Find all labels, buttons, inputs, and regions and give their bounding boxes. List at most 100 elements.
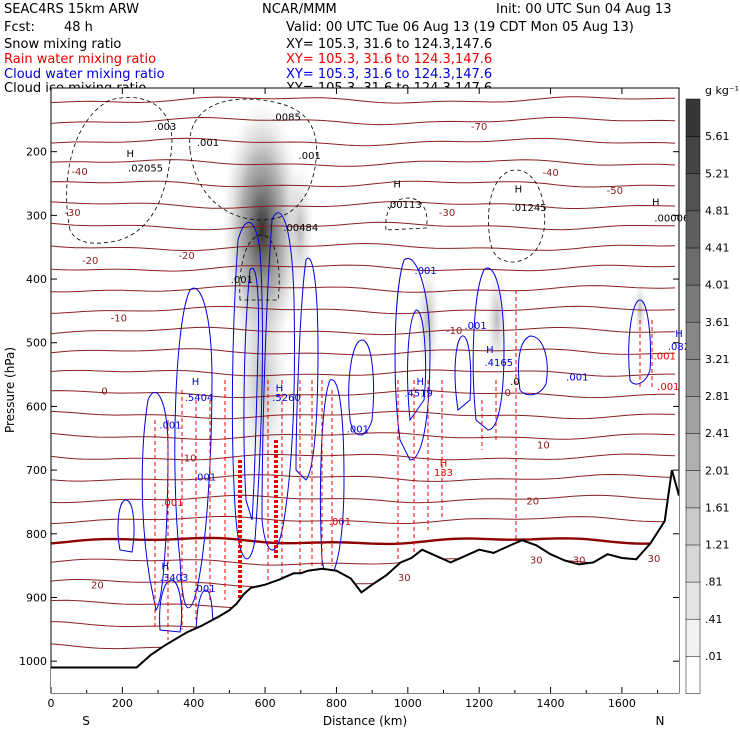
snow-contour: [488, 169, 546, 263]
colorbar-swatch: [685, 507, 701, 546]
isotherm-label: 0: [101, 387, 107, 398]
forecast-hours: 48 h: [64, 20, 93, 35]
x-end-left: S: [82, 714, 90, 728]
mixing-ratio-label: .001: [415, 266, 437, 277]
isotherm-label: 20: [526, 497, 539, 508]
colorbar-label: .41: [705, 613, 723, 626]
cloud-water-contour: [517, 335, 548, 396]
colorbar-label: 1.21: [705, 539, 730, 552]
colorbar-swatch: [685, 98, 701, 137]
isotherm-label: -30: [64, 208, 80, 219]
colorbar-unit: g kg⁻¹: [705, 84, 739, 97]
mixing-ratio-label: H: [126, 149, 134, 160]
colorbar-label: 5.61: [705, 130, 730, 143]
field-name-cloud-water: Cloud water mixing ratio: [4, 67, 165, 82]
cloud-water-contour: [231, 221, 263, 560]
mixing-ratio-label: .001: [159, 420, 181, 431]
y-tick-label: 400: [26, 273, 47, 286]
snow-contour: [189, 98, 317, 221]
mixing-ratio-label: .4165: [484, 358, 513, 369]
colorbar-label: 4.81: [705, 204, 730, 217]
mixing-ratio-label: .001: [347, 425, 369, 436]
isotherm: [51, 264, 676, 272]
colorbar-swatch: [685, 395, 701, 434]
mixing-ratio-label: H: [652, 197, 660, 208]
cloud-water-contour: [472, 267, 505, 431]
mixing-ratio-label: H: [675, 329, 683, 340]
ice-plume-2: [286, 160, 314, 300]
isotherm-label: -50: [607, 186, 623, 197]
isotherm-label: -30: [439, 208, 455, 219]
isotherm: [51, 242, 676, 252]
colorbar-swatch: [685, 135, 701, 174]
mixing-ratio-label: 133: [434, 468, 453, 479]
colorbar-label: 4.01: [705, 279, 730, 292]
colorbar-swatch: [685, 618, 701, 657]
snow-ice-contours: [66, 97, 546, 301]
rain-contours: [154, 290, 653, 640]
cloud-water-contour: [295, 257, 319, 481]
isotherm: [51, 221, 676, 231]
isotherm-label: -20: [178, 251, 194, 262]
mixing-ratio-label: .001: [193, 584, 215, 595]
colorbar-label: 2.01: [705, 464, 730, 477]
colorbar-swatch: [685, 210, 701, 249]
x-tick-label: 1400: [537, 697, 565, 710]
colorbar-swatch: [685, 358, 701, 397]
contour-labels: -70 -50 -40 -40 -30 -30 -20 -20 -10 -10 0 0 10 10 20 20…: [64, 113, 690, 595]
y-tick-label: 600: [26, 400, 47, 413]
isotherm: [51, 159, 676, 167]
isotherm-label: -70: [471, 122, 487, 133]
mixing-ratio-label: .01245: [512, 203, 547, 214]
cloud-water-contour: [141, 392, 169, 612]
mixing-ratio-label: H: [486, 345, 494, 356]
isotherm-label: 20: [91, 581, 104, 592]
x-tick-label: 0: [48, 697, 55, 710]
org-label: NCAR/MMM: [262, 2, 337, 17]
mixing-ratio-label: .00113: [387, 200, 422, 211]
isotherm-label: 10: [184, 453, 197, 464]
ice-plume-4: [486, 265, 508, 375]
isotherm: [51, 305, 676, 315]
y-tick-label: 200: [26, 146, 47, 159]
field-xy-snow: XY= 105.3, 31.6 to 124.3,147.6: [286, 37, 493, 52]
mixing-ratio-label: .001: [161, 498, 183, 509]
x-axis-ticks: 0 200 400 600 800 1000 1200 1400 1600: [48, 88, 659, 710]
colorbar-label: 2.81: [705, 390, 730, 403]
isotherm: [51, 201, 676, 209]
x-tick-label: 1000: [394, 697, 422, 710]
mixing-ratio-label: .4519: [404, 388, 433, 399]
mixing-ratio-label: .001: [197, 138, 219, 149]
mixing-ratio-label: H: [393, 180, 401, 191]
mixing-ratio-label: .001: [194, 472, 216, 483]
y-tick-label: 1000: [19, 655, 47, 668]
isotherm: [51, 369, 675, 377]
mixing-ratio-label: .082: [668, 342, 690, 353]
colorbar-swatch: [685, 247, 701, 286]
x-tick-label: 200: [112, 697, 133, 710]
isotherm-label: -40: [71, 167, 87, 178]
cloud-water-contour: [394, 257, 431, 461]
cloud-water-contour: [348, 339, 374, 436]
field-name-rain: Rain water mixing ratio: [4, 52, 157, 67]
mixing-ratio-label: .001: [566, 372, 588, 383]
y-tick-label: 900: [26, 591, 47, 604]
cloud-water-contour: [261, 212, 295, 551]
mixing-ratio-label: .02055: [128, 164, 163, 175]
isotherm-label: 10: [537, 441, 550, 452]
snow-contour: [239, 234, 280, 301]
colorbar-label: .01: [705, 650, 723, 663]
y-axis-title: Pressure (hPa): [3, 347, 17, 433]
isotherm-label: 0: [505, 388, 511, 399]
ice-plume-3: [416, 260, 440, 380]
colorbar-swatch: [685, 544, 701, 583]
init-time: Init: 00 UTC Sun 04 Aug 13: [496, 2, 672, 17]
colorbar-label: 1.61: [705, 501, 730, 514]
mixing-ratio-label: .001: [299, 151, 321, 162]
x-tick-label: 1200: [465, 697, 493, 710]
cloud-water-contour: [159, 579, 183, 633]
mixing-ratio-label: H: [515, 185, 523, 196]
terrain-line: [51, 469, 679, 669]
snow-contour: [385, 197, 428, 231]
cloud-water-contours: [117, 212, 651, 641]
